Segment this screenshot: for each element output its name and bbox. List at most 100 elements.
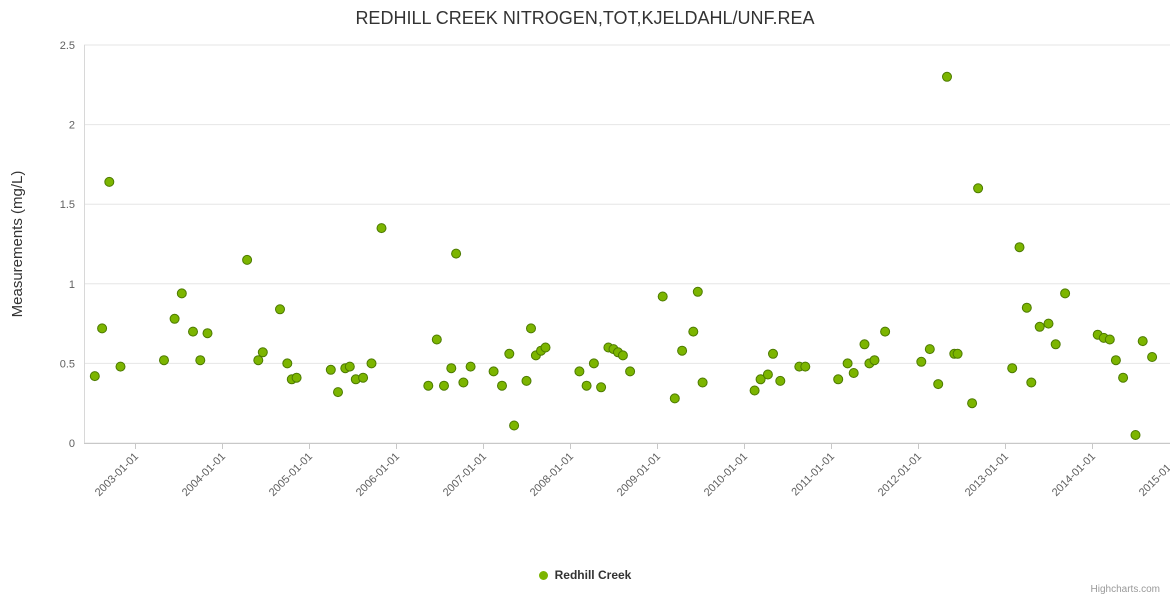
data-point[interactable] [1014,242,1025,253]
data-point[interactable] [540,342,551,353]
data-point[interactable] [1026,377,1037,388]
data-point[interactable] [291,372,302,383]
x-tick-label: 2013-01-01 [963,451,1011,499]
data-point[interactable] [581,380,592,391]
data-point[interactable] [848,368,859,378]
data-point[interactable] [333,387,343,398]
data-point[interactable] [859,339,870,350]
data-point[interactable] [344,361,355,372]
data-point[interactable] [755,374,766,385]
data-point[interactable] [952,348,963,359]
data-point[interactable] [275,304,285,315]
data-point[interactable] [617,350,628,361]
chart-title: REDHILL CREEK NITROGEN,TOT,KJELDAHL/UNF.… [355,8,815,28]
data-point[interactable] [688,326,699,337]
data-point[interactable] [973,183,984,194]
data-point[interactable] [588,358,599,369]
data-point[interactable] [1021,302,1032,313]
data-point[interactable] [833,374,844,385]
data-point[interactable] [366,358,377,369]
data-point[interactable] [1043,318,1054,329]
credits-link[interactable]: Highcharts.com [1090,584,1160,595]
data-point[interactable] [967,398,978,409]
data-point[interactable] [1007,363,1018,374]
data-point[interactable] [1130,430,1141,440]
data-point[interactable] [625,366,636,377]
data-point[interactable] [1118,372,1129,383]
data-point[interactable] [509,420,520,431]
data-point[interactable] [749,385,760,396]
data-point[interactable] [195,355,206,366]
legend-item-redhill-creek[interactable]: Redhill Creek [0,568,1170,582]
data-point[interactable] [431,334,442,345]
data-point[interactable] [1050,339,1061,350]
data-point[interactable] [869,355,880,366]
x-tick-label: 2007-01-01 [441,451,489,499]
data-point[interactable] [916,356,927,367]
data-point[interactable] [1137,336,1148,347]
data-point[interactable] [104,176,115,187]
data-point[interactable] [1060,288,1071,299]
data-point[interactable] [439,380,449,391]
data-point[interactable] [677,345,688,356]
data-point[interactable] [775,375,786,386]
y-tick-label: 0 [69,438,75,450]
data-point[interactable] [458,377,469,388]
data-point[interactable] [202,328,213,339]
x-axis-labels: 2003-01-01 2004-01-01 2005-01-01 2006-01-01… [93,451,1170,499]
x-tick-label: 2012-01-01 [876,451,924,499]
y-axis-title: Measurements (mg/L) [9,171,26,318]
data-point[interactable] [768,348,778,359]
data-point[interactable] [596,382,607,393]
data-point[interactable] [325,364,336,375]
data-point[interactable] [880,326,891,337]
data-point[interactable] [526,323,536,334]
data-point[interactable] [574,366,585,377]
data-point[interactable] [842,358,853,369]
data-point[interactable] [176,288,187,299]
data-point[interactable] [188,326,198,337]
data-point[interactable] [115,361,126,372]
data-point[interactable] [497,380,507,391]
data-point[interactable] [1034,321,1045,332]
data-point[interactable] [159,355,169,366]
data-point[interactable] [657,291,668,302]
legend-label: Redhill Creek [554,568,632,582]
data-point[interactable] [504,348,515,359]
data-point[interactable] [800,361,811,372]
data-point[interactable] [376,223,387,234]
data-point[interactable] [762,369,773,380]
data-point[interactable] [257,347,268,358]
data-point[interactable] [942,71,952,82]
data-point[interactable] [488,366,499,377]
data-point[interactable] [169,313,180,324]
x-tick-label: 2008-01-01 [528,451,576,499]
data-point[interactable] [521,375,532,386]
data-point[interactable] [451,248,462,259]
data-point[interactable] [358,372,369,383]
legend-marker-icon [538,570,548,580]
data-point[interactable] [282,358,293,369]
data-point[interactable] [1110,355,1121,366]
data-point[interactable] [97,323,108,334]
data-point[interactable] [1147,352,1158,362]
data-point[interactable] [89,371,100,382]
data-point[interactable] [446,363,457,374]
data-point[interactable] [692,286,703,297]
data-point[interactable] [669,393,680,404]
y-tick-label: 0.5 [60,358,75,370]
series-points [89,71,1158,440]
data-point[interactable] [924,344,935,355]
gridlines [84,44,1170,444]
data-point[interactable] [465,361,476,372]
x-tick-label: 2006-01-01 [354,451,402,499]
x-tick-label: 2014-01-01 [1050,451,1098,499]
x-axis-ticks [135,443,1093,449]
data-point[interactable] [423,380,434,391]
data-point[interactable] [253,355,264,366]
data-point[interactable] [242,254,253,265]
data-point[interactable] [1104,334,1115,345]
data-point[interactable] [697,377,708,388]
data-point[interactable] [933,379,944,390]
